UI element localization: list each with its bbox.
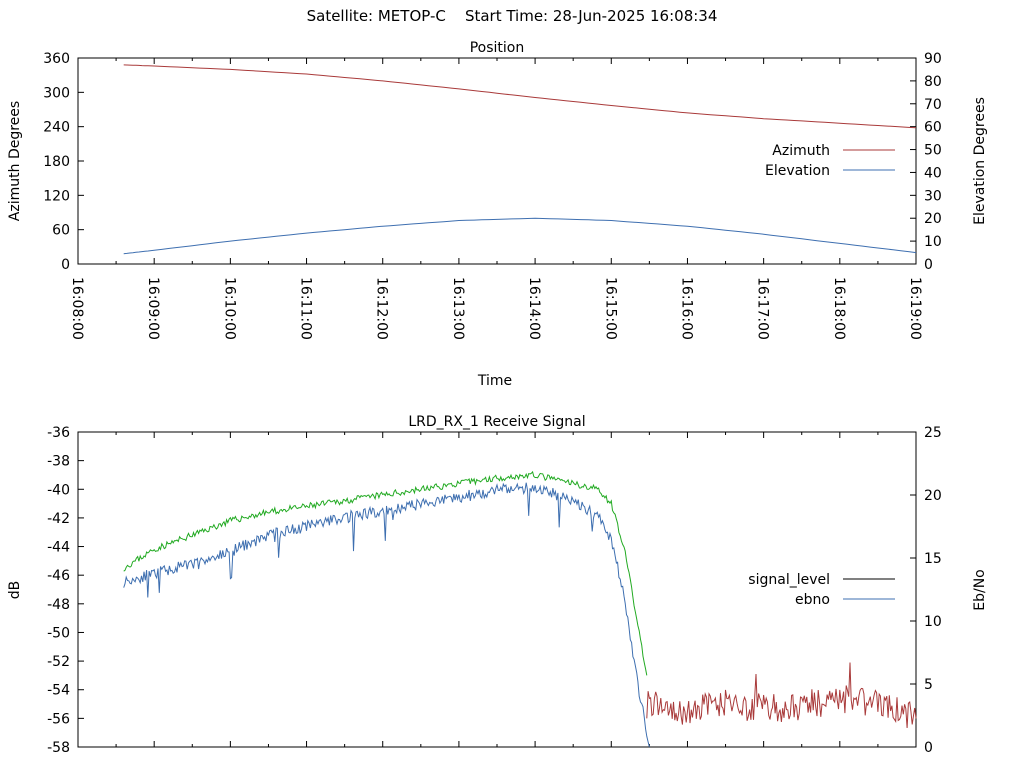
y2-tick-label: 30 <box>924 188 942 204</box>
y2-tick-label: 0 <box>924 257 933 273</box>
y-tick-label: -50 <box>47 625 70 641</box>
y-axis-label: dB <box>7 581 23 600</box>
y2-tick-label: 10 <box>924 234 942 250</box>
y-tick-label: 60 <box>52 223 70 239</box>
y2-axis-label: Elevation Degrees <box>972 97 988 225</box>
y2-tick-label: 50 <box>924 143 942 159</box>
y-axis-label: Azimuth Degrees <box>7 101 23 221</box>
y-tick-label: -36 <box>47 425 70 441</box>
x-tick-label: 16:10:00 <box>221 277 237 340</box>
satellite-label: Satellite: METOP-C <box>306 7 446 25</box>
series-line-signal-unlocked <box>646 662 917 729</box>
start-time-label: Start Time: 28-Jun-2025 16:08:34 <box>464 7 718 25</box>
legend-label-azimuth: Azimuth <box>772 143 830 159</box>
x-tick-label: 16:12:00 <box>374 277 390 340</box>
y2-tick-label: 80 <box>924 74 942 90</box>
series-line-elevation <box>123 217 917 255</box>
y2-tick-label: 70 <box>924 97 942 113</box>
y-tick-label: -44 <box>47 540 70 556</box>
chart-title: LRD_RX_1 Receive Signal <box>408 414 585 430</box>
y2-tick-label: 90 <box>924 51 942 67</box>
y-tick-label: -42 <box>47 511 70 527</box>
y-tick-label: -40 <box>47 482 70 498</box>
x-tick-label: 16:15:00 <box>602 277 618 340</box>
y-tick-label: -54 <box>47 683 70 699</box>
legend-label-elevation: Elevation <box>765 163 830 179</box>
y-tick-label: 360 <box>43 51 70 67</box>
y-tick-label: -48 <box>47 597 70 613</box>
y-tick-label: -46 <box>47 568 70 584</box>
x-tick-label: 16:17:00 <box>755 277 771 340</box>
y-tick-label: 0 <box>61 257 70 273</box>
x-tick-label: 16:18:00 <box>831 277 847 340</box>
y2-axis-label: Eb/No <box>972 569 988 611</box>
y-tick-label: 180 <box>43 154 70 170</box>
y2-tick-label: 0 <box>924 740 933 756</box>
y2-tick-label: 60 <box>924 120 942 136</box>
y2-tick-label: 15 <box>924 551 942 567</box>
y-tick-label: 120 <box>43 188 70 204</box>
series-line-ebno <box>123 482 650 748</box>
x-axis-label: Time <box>477 373 512 389</box>
x-tick-label: 16:16:00 <box>678 277 694 340</box>
legend-label-signal-level: signal_level <box>748 572 830 588</box>
receive-signal-chart: LRD_RX_1 Receive Signal dB Eb/No -58 -56 -… <box>7 414 988 756</box>
y-tick-label: -52 <box>47 654 70 670</box>
chart-title: Position <box>470 40 525 56</box>
x-tick-label: 16:19:00 <box>907 277 923 340</box>
y2-tick-label: 40 <box>924 165 942 181</box>
y-tick-label: -38 <box>47 454 70 470</box>
x-tick-label: 16:13:00 <box>450 277 466 340</box>
series-line-signal-locked <box>123 470 648 676</box>
plot-frame <box>77 431 917 748</box>
x-tick-label: 16:09:00 <box>145 277 161 340</box>
y-tick-label: 240 <box>43 120 70 136</box>
legend-label-ebno: ebno <box>795 592 830 608</box>
y2-tick-label: 20 <box>924 211 942 227</box>
x-tick-label: 16:11:00 <box>298 277 314 340</box>
page-title: Satellite: METOP-C Start Time: 28-Jun-20… <box>0 7 1024 25</box>
y-tick-label: -58 <box>47 740 70 756</box>
y2-tick-label: 20 <box>924 488 942 504</box>
position-chart: Position Azimuth Degrees Elevation Degre… <box>7 40 988 389</box>
y-tick-label: -56 <box>47 711 70 727</box>
x-tick-label: 16:14:00 <box>526 277 542 340</box>
plot-frame <box>77 57 917 265</box>
x-tick-label: 16:08:00 <box>69 277 85 340</box>
series-line-azimuth <box>123 64 917 129</box>
y2-tick-label: 10 <box>924 614 942 630</box>
y-tick-label: 300 <box>43 85 70 101</box>
y2-tick-label: 5 <box>924 677 933 693</box>
y2-tick-label: 25 <box>924 425 942 441</box>
